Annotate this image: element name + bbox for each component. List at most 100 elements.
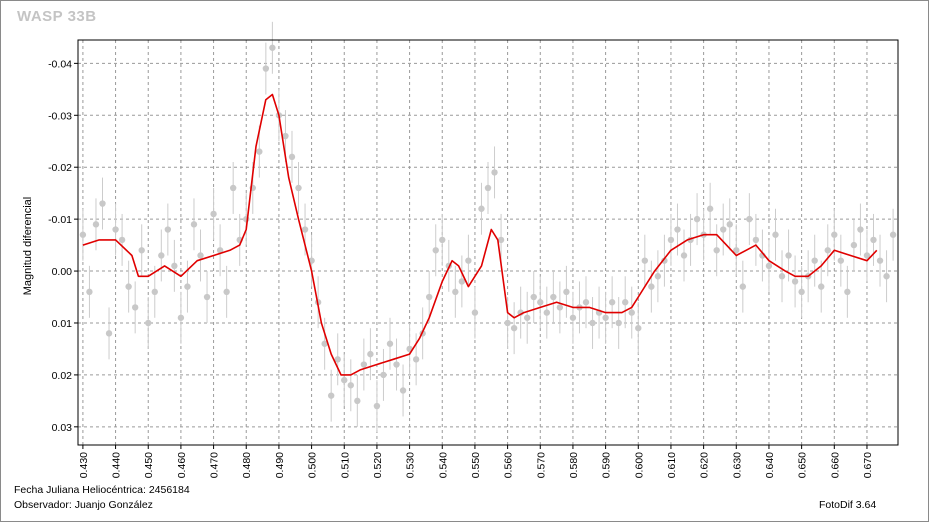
data-point <box>818 283 825 290</box>
data-point <box>857 226 864 233</box>
x-tick-label: 0.460 <box>176 452 188 478</box>
data-point <box>105 330 113 337</box>
data-point <box>746 215 753 223</box>
data-point <box>674 226 681 233</box>
data-point <box>321 340 328 347</box>
data-point <box>386 340 394 347</box>
x-tick-label: 0.530 <box>405 452 417 478</box>
x-tick-label: 0.450 <box>143 452 155 478</box>
data-point <box>341 376 348 384</box>
data-point <box>582 299 590 306</box>
data-point <box>223 288 230 296</box>
x-tick-label: 0.650 <box>797 452 809 478</box>
x-tick-label: 0.610 <box>666 452 678 478</box>
y-tick-label: -0.01 <box>48 214 72 226</box>
y-tick-label: -0.04 <box>48 58 72 70</box>
data-point <box>811 257 818 264</box>
data-point <box>706 205 714 212</box>
x-tick-label: 0.500 <box>307 452 319 478</box>
data-point <box>327 392 335 399</box>
data-point <box>360 361 368 368</box>
x-tick-label: 0.620 <box>699 452 711 478</box>
data-point <box>772 231 779 238</box>
data-point <box>412 356 420 363</box>
x-tick-label: 0.480 <box>241 452 253 478</box>
plot-frame <box>77 39 899 446</box>
data-point <box>628 309 635 316</box>
data-point <box>145 319 152 327</box>
data-point <box>863 252 871 259</box>
x-tick-label: 0.430 <box>78 452 90 478</box>
data-point <box>831 231 838 238</box>
x-tick-label: 0.550 <box>470 452 482 478</box>
data-point <box>164 226 172 233</box>
y-tick-label: 0.02 <box>52 370 73 382</box>
data-point <box>347 382 354 389</box>
data-point <box>112 226 119 233</box>
y-tick-label: 0.03 <box>52 422 73 434</box>
x-tick-label: 0.540 <box>437 452 449 478</box>
data-point <box>530 293 537 301</box>
data-point <box>118 236 126 244</box>
data-point <box>432 247 439 254</box>
data-point <box>876 257 884 264</box>
data-point <box>720 226 727 233</box>
data-point <box>641 257 649 264</box>
y-tick-label: 0.01 <box>52 318 73 330</box>
software-version: FotoDif 3.64 <box>819 499 877 511</box>
data-point <box>622 299 629 306</box>
data-point <box>197 252 204 259</box>
data-point <box>752 236 760 244</box>
data-point <box>556 304 564 311</box>
data-point <box>693 215 701 223</box>
data-point <box>439 236 446 244</box>
data-point <box>791 278 799 285</box>
data-point <box>504 319 511 327</box>
data-point <box>262 65 270 72</box>
data-point <box>380 371 387 379</box>
data-point <box>367 350 374 358</box>
data-point <box>537 299 544 306</box>
data-point <box>138 247 145 254</box>
data-point <box>79 231 87 238</box>
average-line <box>82 93 878 376</box>
data-point <box>92 221 100 228</box>
data-point <box>177 314 185 321</box>
data-point <box>203 293 211 301</box>
data-point <box>837 257 845 264</box>
data-point <box>399 387 407 394</box>
data-point <box>615 319 622 327</box>
data-point <box>295 184 302 192</box>
x-tick-label: 0.440 <box>111 452 123 478</box>
data-point <box>373 402 381 410</box>
data-point <box>282 132 289 140</box>
data-point <box>393 361 400 368</box>
data-point <box>608 299 616 306</box>
data-point <box>602 314 609 321</box>
data-point <box>471 309 479 316</box>
x-tick-label: 0.670 <box>862 452 874 478</box>
data-point <box>648 283 655 290</box>
x-tick-label: 0.600 <box>633 452 645 478</box>
x-tick-label: 0.570 <box>535 452 547 478</box>
data-point <box>844 288 851 296</box>
data-point <box>661 257 668 264</box>
data-point <box>484 184 492 192</box>
data-point <box>778 273 786 280</box>
data-point <box>824 247 831 254</box>
data-point <box>184 283 191 290</box>
data-point <box>524 314 531 321</box>
x-tick-label: 0.640 <box>764 452 776 478</box>
y-tick-label: -0.03 <box>48 110 72 122</box>
data-point <box>288 153 296 161</box>
data-point <box>452 288 459 296</box>
data-point <box>713 247 720 254</box>
data-point <box>733 247 740 254</box>
data-point <box>158 252 165 259</box>
data-point <box>125 283 132 290</box>
data-point <box>497 236 505 244</box>
x-tick-label: 0.470 <box>209 452 221 478</box>
data-point <box>190 221 198 228</box>
data-point <box>654 273 662 280</box>
